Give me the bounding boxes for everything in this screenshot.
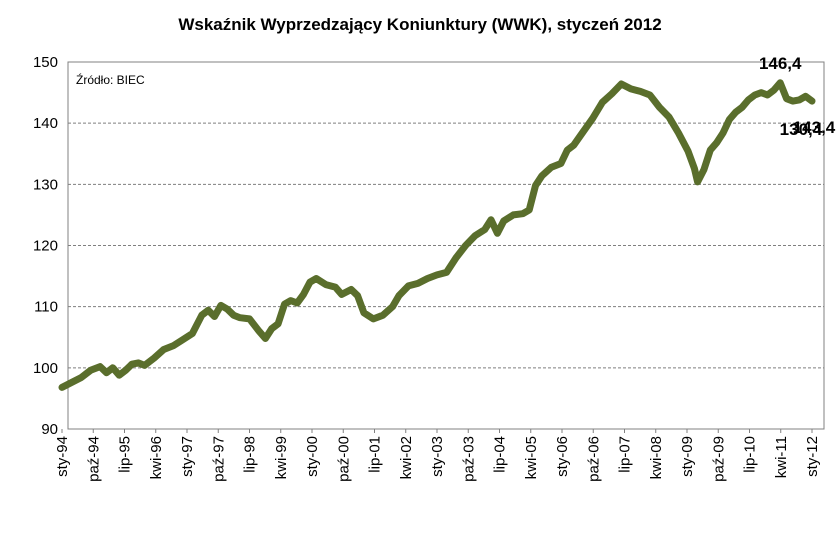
- x-tick-label: kwi-99: [273, 436, 290, 479]
- x-tick-label: kwi-96: [148, 436, 165, 479]
- x-tick-label: sty-06: [554, 436, 571, 477]
- x-tick-label: paź-09: [710, 436, 727, 482]
- annotation-label: 130,4: [780, 120, 823, 139]
- x-tick-label: lip-07: [617, 436, 634, 473]
- y-tick-label: 120: [33, 238, 58, 255]
- x-tick-label: lip-95: [117, 436, 134, 473]
- chart-title: Wskaźnik Wyprzedzający Koniunktury (WWK)…: [178, 15, 661, 34]
- y-axis: 90 100 110 120 130 140 150: [33, 54, 58, 438]
- annotation-label: 146,4: [759, 54, 802, 73]
- x-tick-label: paź-06: [585, 436, 602, 482]
- y-tick-label: 140: [33, 115, 58, 132]
- x-tick-label: lip-04: [492, 436, 509, 473]
- x-tick-label: paź-94: [85, 436, 102, 482]
- x-tick-label: sty-94: [54, 436, 71, 477]
- y-tick-label: 90: [41, 421, 58, 438]
- x-tick-label: kwi-02: [398, 436, 415, 479]
- x-tick-label: paź-03: [460, 436, 477, 482]
- x-tick-label: sty-00: [304, 436, 321, 477]
- plot-area: 90 100 110 120 130 140 150 sty-94 paź-94 lip-95 k…: [33, 54, 836, 482]
- annotation-label: 143,4: [793, 118, 836, 137]
- x-tick-label: sty-97: [179, 436, 196, 477]
- x-tick-label: lip-01: [367, 436, 384, 473]
- x-tick-label: lip-98: [242, 436, 259, 473]
- y-tick-label: 100: [33, 360, 58, 377]
- x-tick-label: paź-97: [210, 436, 227, 482]
- series-line: [58, 79, 816, 391]
- x-tick-label: sty-03: [429, 436, 446, 477]
- x-tick-label: kwi-05: [523, 436, 540, 479]
- source-note: Źródło: BIEC: [76, 72, 145, 87]
- y-tick-label: 110: [34, 299, 58, 316]
- x-tick-label: lip-10: [742, 436, 759, 473]
- x-axis: sty-94 paź-94 lip-95 kwi-96 sty-97 paź-97 lip-…: [54, 429, 821, 482]
- x-tick-label: sty-12: [804, 436, 821, 477]
- x-tick-label: kwi-11: [773, 436, 790, 478]
- x-tick-label: sty-09: [679, 436, 696, 477]
- y-tick-label: 150: [33, 54, 58, 71]
- x-tick-label: paź-00: [335, 436, 352, 482]
- y-tick-label: 130: [33, 176, 58, 193]
- x-tick-label: kwi-08: [648, 436, 665, 479]
